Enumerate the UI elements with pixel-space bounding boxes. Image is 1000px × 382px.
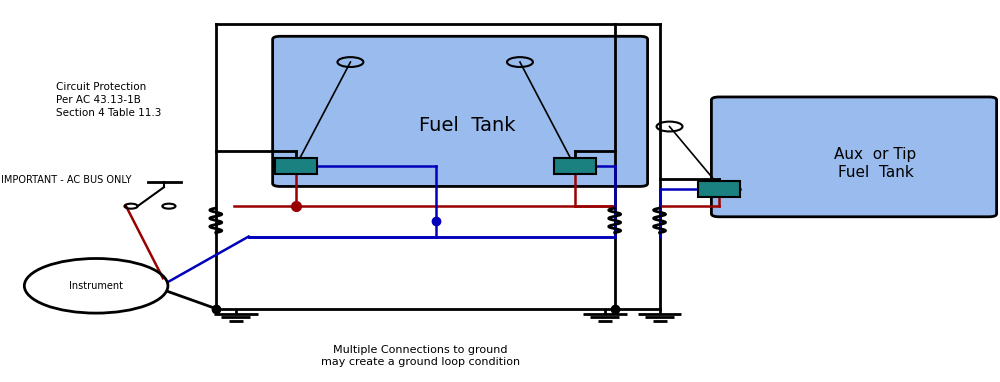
- FancyBboxPatch shape: [273, 36, 648, 186]
- Bar: [554, 159, 596, 174]
- Text: Instrument: Instrument: [69, 281, 123, 291]
- Text: Fuel  Tank: Fuel Tank: [419, 116, 516, 135]
- Text: Aux  or Tip
Fuel  Tank: Aux or Tip Fuel Tank: [834, 147, 917, 180]
- Text: Multiple Connections to ground
may create a ground loop condition: Multiple Connections to ground may creat…: [321, 345, 520, 367]
- Text: Circuit Protection
Per AC 43.13-1B
Section 4 Table 11.3: Circuit Protection Per AC 43.13-1B Secti…: [56, 82, 162, 118]
- FancyBboxPatch shape: [711, 97, 997, 217]
- Text: IMPORTANT - AC BUS ONLY: IMPORTANT - AC BUS ONLY: [1, 175, 132, 185]
- Bar: [698, 181, 740, 197]
- Bar: [275, 159, 317, 174]
